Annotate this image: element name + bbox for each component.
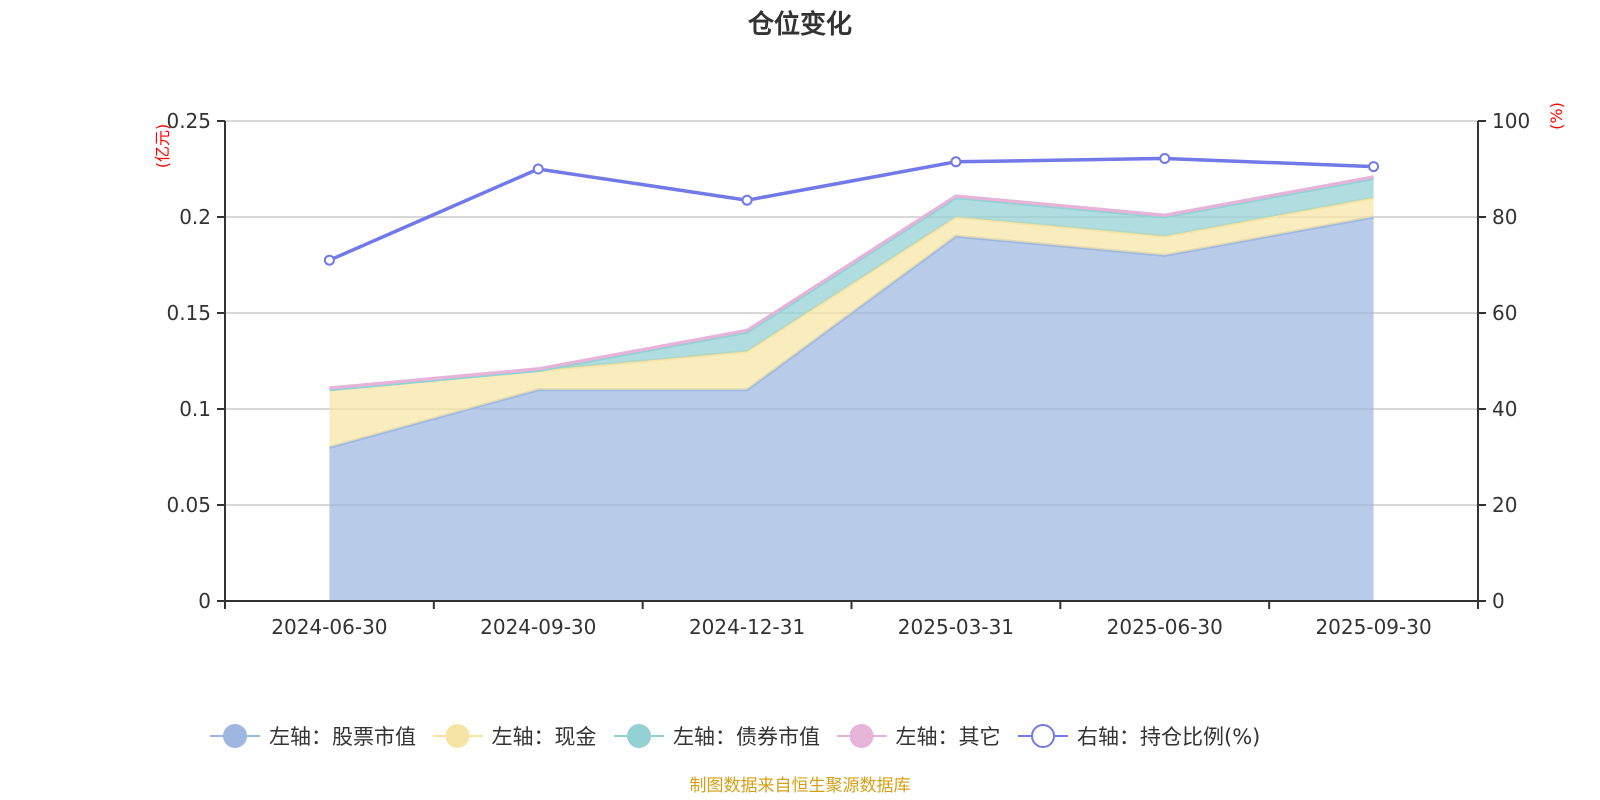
legend-item-2: 左轴：现金 (432, 724, 597, 749)
legend-marker (223, 724, 247, 748)
area-series-3 (329, 178, 1374, 390)
left-tick-label: 0.15 (166, 301, 211, 325)
ratio-point (532, 163, 544, 175)
right-axis-unit: (%) (1547, 102, 1566, 130)
x-tick-label: 2025-06-30 (1107, 615, 1223, 639)
legend: 左轴：股票市值 左轴：现金 左轴：债券市值 左轴：其它 右轴：持仓比例(%) (210, 724, 1260, 749)
stacked-areas (329, 175, 1374, 601)
ratio-point (1159, 152, 1171, 164)
legend-label: 左轴：债券市值 (673, 725, 820, 749)
legend-label: 右轴：持仓比例(%) (1077, 725, 1260, 749)
ratio-point (741, 194, 753, 206)
right-tick-label: 60 (1492, 301, 1517, 325)
chart-title: 仓位变化 (747, 9, 852, 40)
legend-label: 左轴：现金 (492, 725, 597, 749)
legend-label: 左轴：股票市值 (269, 725, 416, 749)
axes: 2024-06-30 2024-09-30 2024-12-31 2025-03-31… (166, 109, 1530, 639)
area-series-1 (329, 217, 1374, 601)
legend-marker (1031, 724, 1055, 748)
legend-label: 左轴：其它 (896, 725, 1001, 749)
left-tick-label: 0.05 (166, 493, 211, 517)
left-tick-label: 0.1 (179, 397, 211, 421)
legend-item-4: 左轴：其它 (836, 724, 1001, 749)
right-tick-label: 80 (1492, 205, 1517, 229)
left-axis-unit: (亿元) (153, 124, 172, 169)
x-tick-label: 2024-06-30 (271, 615, 387, 639)
right-tick-label: 100 (1492, 109, 1530, 133)
right-tick-label: 40 (1492, 397, 1517, 421)
holding-ratio-line (323, 152, 1380, 266)
x-tick-label: 2024-12-31 (689, 615, 805, 639)
ratio-point (1368, 161, 1380, 173)
left-tick-label: 0 (198, 589, 211, 613)
right-tick-label: 20 (1492, 493, 1517, 517)
area-series-2 (329, 197, 1374, 448)
area-edge-series-4 (329, 175, 1374, 390)
left-tick-label: 0.25 (166, 109, 211, 133)
data-source-note: 制图数据来自恒生聚源数据库 (690, 776, 911, 796)
ratio-point (950, 156, 962, 168)
x-tick-label: 2025-03-31 (898, 615, 1014, 639)
legend-item-3: 左轴：债券市值 (614, 724, 820, 749)
legend-marker (849, 724, 874, 748)
legend-marker (445, 724, 470, 748)
ratio-point (323, 254, 335, 266)
left-tick-label: 0.2 (179, 205, 211, 229)
x-tick-label: 2024-09-30 (480, 615, 596, 639)
ratio-line (328, 156, 1374, 262)
right-tick-label: 0 (1492, 589, 1505, 613)
x-tick-label: 2025-09-30 (1315, 615, 1431, 639)
legend-item-1: 左轴：股票市值 (210, 724, 416, 749)
legend-marker (627, 724, 651, 748)
legend-item-5: 右轴：持仓比例(%) (1018, 724, 1260, 749)
